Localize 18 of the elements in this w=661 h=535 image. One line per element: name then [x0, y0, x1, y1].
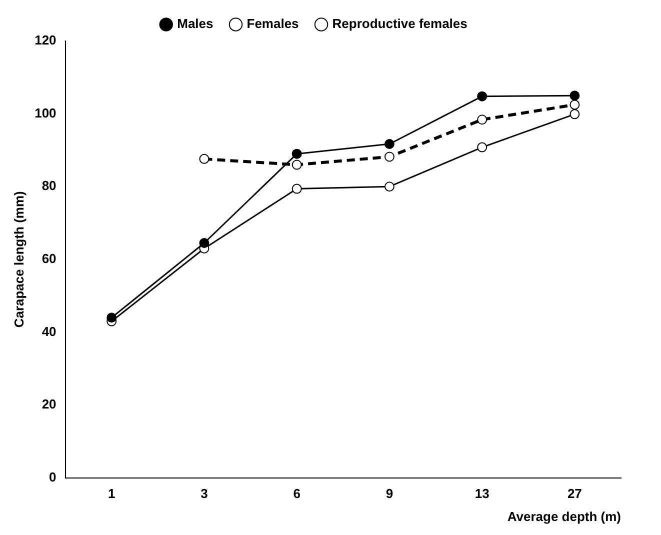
y-tick-label: 40 — [42, 324, 56, 339]
y-tick-label: 20 — [42, 396, 56, 412]
x-tick-label: 27 — [567, 486, 582, 502]
y-tick-label: 120 — [34, 32, 56, 48]
y-axis-title: Carapace length (mm) — [11, 191, 26, 328]
legend-label: Males — [177, 16, 214, 32]
y-tick-label: 0 — [49, 469, 56, 484]
legend-label: Females — [246, 16, 299, 32]
x-tick-label: 9 — [386, 486, 394, 502]
x-axis-title: Average depth (m) — [507, 508, 621, 524]
y-tick-label: 100 — [34, 105, 56, 120]
x-tick-label: 3 — [200, 486, 208, 502]
y-tick-label: 80 — [42, 178, 56, 194]
x-tick-label: 6 — [293, 486, 300, 502]
legend-label: Reproductive females — [332, 16, 468, 32]
x-tick-label: 1 — [108, 486, 116, 502]
x-tick-label: 13 — [474, 486, 490, 502]
y-tick-label: 60 — [42, 250, 56, 266]
